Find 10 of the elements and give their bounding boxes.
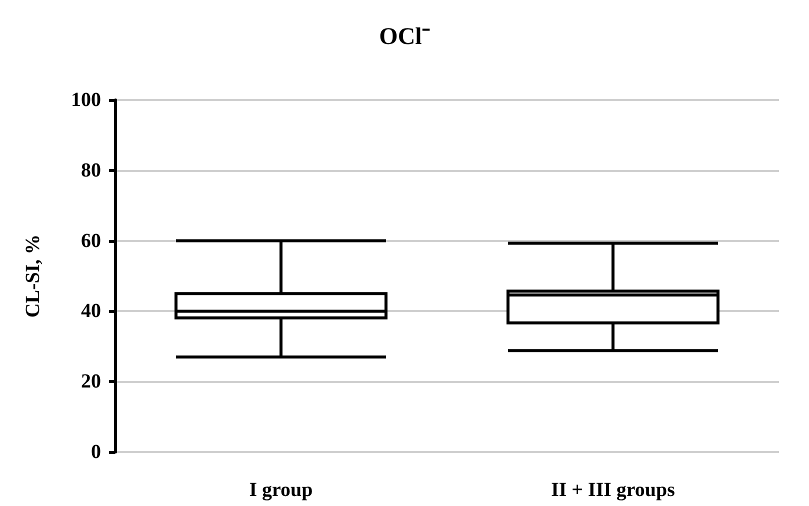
- y-tick-label: 20: [81, 370, 101, 393]
- y-tick-label: 80: [81, 159, 101, 182]
- y-tick-label: 40: [81, 300, 101, 322]
- x-tick-label: II + III groups: [551, 479, 676, 501]
- y-tick-label: 0: [91, 441, 101, 463]
- x-tick-label: I group: [249, 479, 313, 501]
- y-axis-title: CL-SI, %: [22, 234, 44, 318]
- y-tick-label: 100: [71, 89, 101, 111]
- y-tick-label: 60: [81, 230, 101, 252]
- chart-title: OCl⁻: [379, 24, 430, 50]
